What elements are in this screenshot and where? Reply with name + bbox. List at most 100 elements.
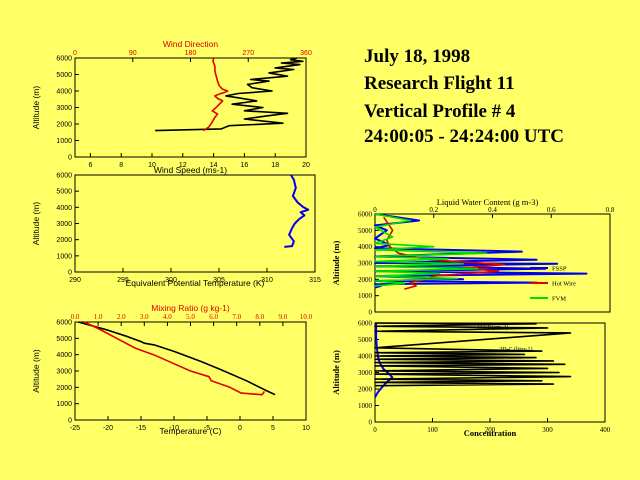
wind-xtick-label: 12 [179,162,187,169]
wind-xtick-label: 16 [241,162,249,169]
theta_e-xtick-label: 290 [69,277,81,284]
wind-ytick-label: 5000 [56,72,72,79]
theta_e-ytick-label: 3000 [56,221,72,228]
concentration-ytick-label: 6000 [358,320,373,328]
temp_mr-top-tick-label: 1.0 [94,313,103,321]
concentration-series-2d-c-liter-1- [374,322,572,387]
wind-top-tick-label: 0 [73,50,77,57]
temp_mr-xtick-label: -25 [70,425,80,432]
theta_e-ytick-label: 6000 [56,173,72,180]
lwc-ytick-label: 4000 [358,243,373,251]
theta_e-series-theta-e [284,174,310,248]
temp_mr-xtick-label: -10 [169,425,179,432]
concentration-annotation: 2D-C (liter-1) [499,346,532,353]
temp_mr-xtick-label: -20 [103,425,113,432]
lwc-legend-label: FSSP [552,266,567,273]
theta_e-plot-frame [74,174,316,273]
concentration-xtick-label: 400 [600,426,611,434]
wind-xtick-label: 14 [210,162,218,169]
wind-title: Wind Direction [163,39,219,49]
wind-top-tick-label: 360 [300,50,312,57]
concentration-ytick-label: 4000 [358,353,373,361]
concentration-ytick-label: 2000 [358,386,373,394]
temp_mr-top-tick-label: 2.0 [117,313,126,321]
temp_mr-xtick-label: -15 [136,425,146,432]
temp_mr-top-tick-label: 7.0 [232,313,241,321]
title-profile: Vertical Profile # 4 [364,101,516,122]
temp_mr-top-tick-label: 10.0 [300,313,313,321]
temp_mr-ytick-label: 5000 [56,336,72,343]
theta_e-ytick-label: 1000 [56,253,72,260]
lwc-ytick-label: 6000 [358,211,373,219]
concentration-xtick-label: 300 [542,426,553,434]
theta_e-ytick-label: 5000 [56,189,72,196]
temp_mr-ylabel: Altitude (m) [31,349,41,393]
temp_mr-top-tick-label: 0.0 [71,313,80,321]
wind-ytick-label: 2000 [56,122,72,129]
concentration-xtick-label: 200 [485,426,496,434]
temp_mr-xtick-label: 10 [302,425,310,432]
lwc-xtick-label: 0.6 [547,206,556,214]
temp_mr-top-tick-label: 8.0 [255,313,264,321]
wind-ytick-label: 1000 [56,138,72,145]
temp_mr-series-mixing-ratio [83,321,266,396]
temp_mr-series-temperature [78,321,276,396]
wind-series-wind-direction [202,57,229,132]
wind-ytick-label: 0 [68,155,72,162]
theta_e-xtick-label: 295 [117,277,129,284]
temp_mr-xtick-label: 5 [271,425,275,432]
wind-ytick-label: 6000 [56,56,72,63]
wind-xtick-label: 8 [119,162,123,169]
temp_mr-ytick-label: 6000 [56,320,72,327]
temp_mr-top-tick-label: 9.0 [279,313,288,321]
temp_mr-top-tick-label: 5.0 [186,313,195,321]
lwc-series-hot-wire [383,216,506,290]
lwc-title: Liquid Water Content (g m-3) [437,197,539,207]
lwc-series-fssp [374,213,588,289]
temp_mr-ytick-label: 0 [68,418,72,425]
theta_e-xtick-label: 305 [213,277,225,284]
concentration-xlabel: Concentration [464,428,517,438]
temp_mr-xtick-label: -5 [204,425,210,432]
lwc-series-fvm [374,213,488,287]
title-time-range: 24:00:05 - 24:24:00 UTC [364,126,565,147]
concentration-xtick-label: 100 [427,426,438,434]
wind-series-wind-speed [155,57,304,132]
concentration-ytick-label: 3000 [358,369,373,377]
theta_e-ylabel: Altitude (m) [31,202,41,246]
wind-ylabel: Altitude (m) [31,86,41,130]
lwc-ytick-label: 3000 [358,260,373,268]
temp_mr-top-tick-label: 4.0 [163,313,172,321]
wind-xlabel: Wind Speed (ms-1) [154,165,227,175]
wind-xtick-label: 18 [271,162,279,169]
concentration-ytick-label: 5000 [358,336,373,344]
temp_mr-xtick-label: 0 [238,425,242,432]
concentration-ylabel: Altitude (m) [331,350,341,395]
wind-ytick-label: 4000 [56,89,72,96]
lwc-legend-label: FVM [552,296,566,303]
lwc-xtick-label: 0.2 [429,206,438,214]
temp_mr-top-tick-label: 6.0 [209,313,218,321]
wind-xtick-label: 6 [88,162,92,169]
theta_e-ytick-label: 4000 [56,205,72,212]
lwc-ytick-label: 2000 [358,276,373,284]
temp_mr-ytick-label: 3000 [56,369,72,376]
wind-ytick-label: 3000 [56,105,72,112]
wind-xtick-label: 10 [148,162,156,169]
theta_e-ytick-label: 0 [68,270,72,277]
lwc-legend-label: Hot Wire [552,281,576,288]
concentration-xtick-label: 0 [373,426,377,434]
theta_e-xtick-label: 300 [165,277,177,284]
lwc-xtick-label: 0 [373,206,377,214]
theta_e-xtick-label: 315 [309,277,321,284]
lwc-xtick-label: 0.8 [606,206,615,214]
title-flight: Research Flight 11 [364,73,515,94]
theta_e-xtick-label: 310 [261,277,273,284]
lwc-xtick-label: 0.4 [488,206,497,214]
temp_mr-ytick-label: 4000 [56,352,72,359]
lwc-ytick-label: 0 [369,309,373,317]
theta_e-ytick-label: 2000 [56,237,72,244]
lwc-ytick-label: 5000 [358,227,373,235]
title-date: July 18, 1998 [364,46,471,67]
